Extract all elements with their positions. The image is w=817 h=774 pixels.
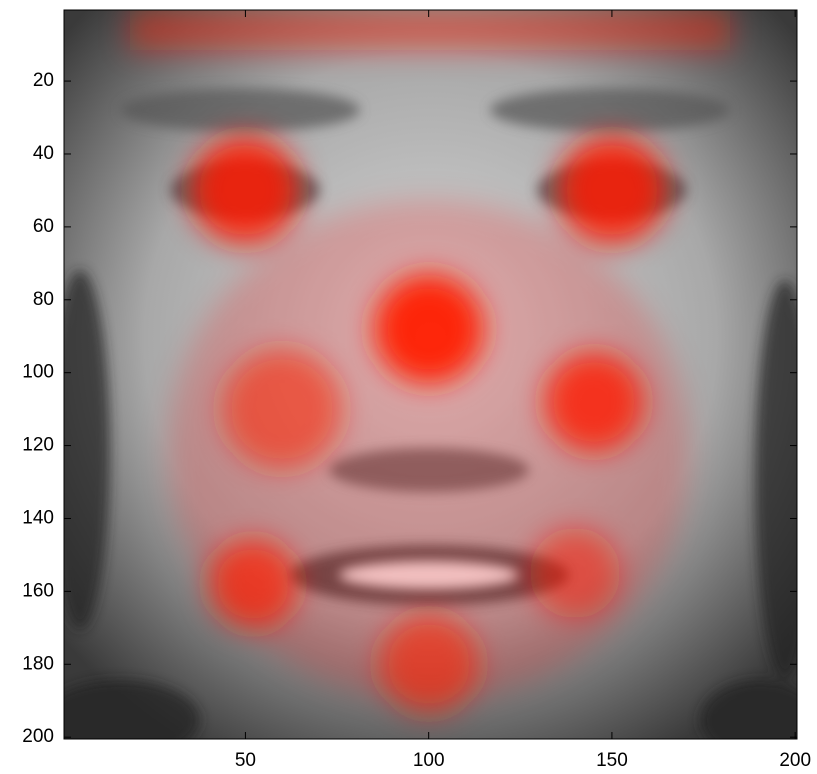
x-tick-label: 200 (779, 750, 811, 771)
x-tick-label: 100 (413, 750, 445, 771)
y-tick-label: 180 (22, 653, 54, 674)
page: {"chart_data": {"type": "image", "xlim":… (0, 0, 817, 774)
x-tick-label: 50 (235, 750, 256, 771)
y-tick-label: 160 (22, 580, 54, 601)
y-tick-label: 100 (22, 362, 54, 383)
y-tick-label: 60 (33, 216, 54, 237)
chart: 50 100 150 200 20 40 60 80 100 120 140 160 180 200 (0, 0, 817, 774)
x-tick-label: 150 (596, 750, 628, 771)
y-tick-label: 140 (22, 507, 54, 528)
y-tick-label: 40 (33, 143, 54, 164)
y-tick-label: 200 (22, 726, 54, 747)
y-tick-label: 80 (33, 289, 54, 310)
image (40, 10, 817, 760)
y-tick-label: 120 (22, 435, 54, 456)
y-tick-label: 20 (33, 70, 54, 91)
